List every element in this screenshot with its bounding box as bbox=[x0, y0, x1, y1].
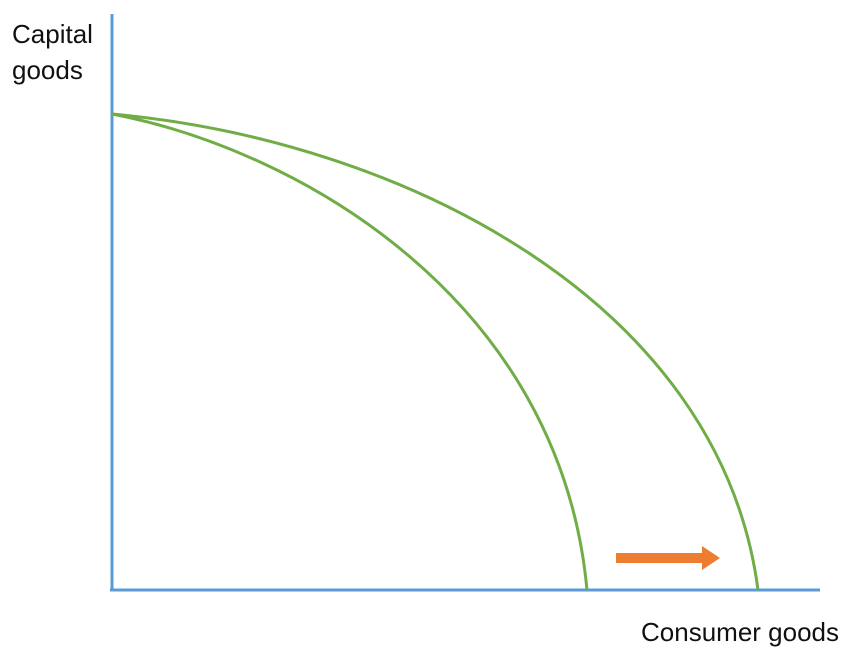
right-arrow-icon bbox=[616, 546, 720, 570]
original-frontier-curve bbox=[111, 112, 589, 591]
x-axis-label: Consumer goods bbox=[641, 617, 839, 647]
y-axis-label: Capital goods bbox=[12, 16, 93, 88]
shifted-frontier-curve bbox=[111, 112, 760, 591]
y-axis-label-line-1: Capital bbox=[12, 19, 93, 49]
y-axis-label-line-2: goods bbox=[12, 55, 83, 85]
